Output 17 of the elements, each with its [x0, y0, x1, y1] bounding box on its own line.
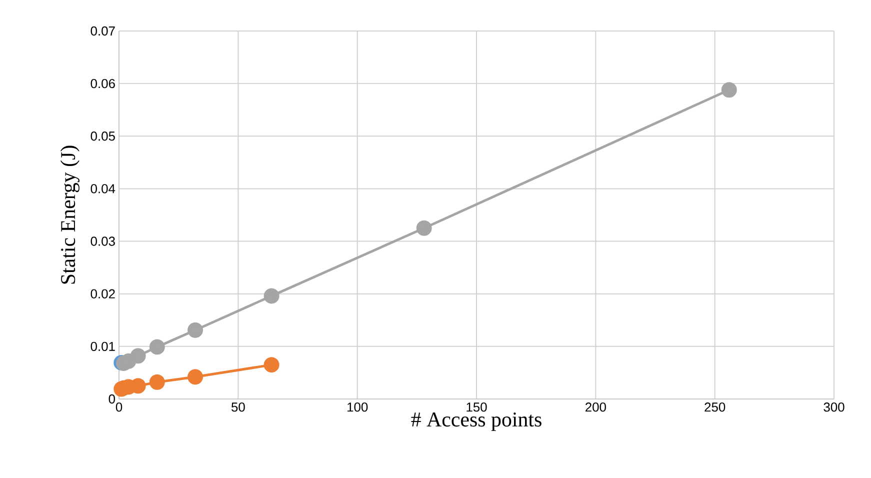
y-tick-label: 0.06 — [90, 78, 115, 88]
x-tick-label: 150 — [466, 402, 487, 412]
x-tick-label: 200 — [586, 402, 606, 412]
x-tick-label: 0 — [116, 402, 122, 412]
y-tick-label: 0.01 — [90, 342, 115, 351]
y-axis-title: Static Energy (J) — [60, 146, 80, 284]
x-tick-label: 100 — [348, 402, 368, 412]
y-tick-label: 0 — [108, 394, 115, 404]
y-tick-label: 0.05 — [90, 132, 115, 141]
y-tick-label: 0.04 — [90, 184, 116, 194]
x-tick-label: 250 — [704, 402, 726, 412]
x-axis-title: # Access points — [411, 412, 542, 431]
y-tick-label: 0.07 — [90, 26, 115, 36]
y-tick-label: 0.03 — [90, 236, 115, 246]
y-tick-label: 0.02 — [90, 289, 115, 298]
x-tick-label: 300 — [824, 402, 844, 412]
x-tick-label: 50 — [231, 402, 245, 412]
